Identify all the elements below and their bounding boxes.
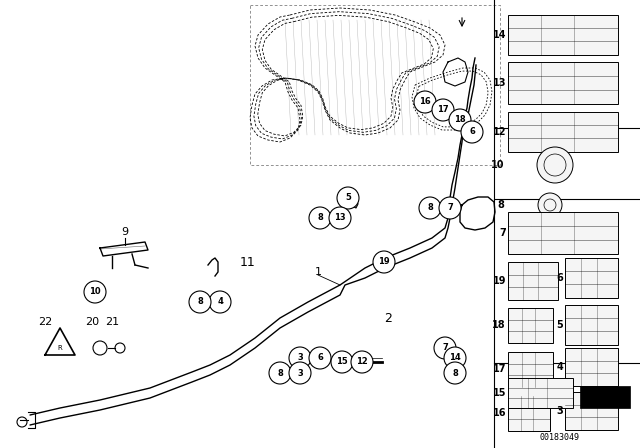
Circle shape	[331, 351, 353, 373]
Text: 18: 18	[454, 116, 466, 125]
Text: 00183049: 00183049	[540, 434, 580, 443]
Circle shape	[329, 207, 351, 229]
Text: 1: 1	[314, 267, 321, 277]
Text: 4: 4	[217, 297, 223, 306]
Bar	[565, 258, 618, 298]
Text: 10: 10	[89, 288, 101, 297]
Circle shape	[419, 197, 441, 219]
Text: 7: 7	[447, 203, 453, 212]
Text: 8: 8	[452, 369, 458, 378]
Text: 5: 5	[556, 320, 563, 330]
Circle shape	[309, 207, 331, 229]
Circle shape	[537, 147, 573, 183]
Bar	[508, 15, 618, 55]
Circle shape	[414, 91, 436, 113]
Text: 6: 6	[556, 273, 563, 283]
Text: 22: 22	[38, 317, 52, 327]
Circle shape	[439, 197, 461, 219]
Text: 10: 10	[490, 160, 504, 170]
Bar	[508, 62, 618, 104]
Text: 8: 8	[427, 203, 433, 212]
Bar	[508, 262, 558, 300]
Bar	[565, 392, 618, 430]
Text: R: R	[58, 345, 62, 351]
Text: 3: 3	[297, 369, 303, 378]
Circle shape	[351, 351, 373, 373]
Bar	[580, 386, 630, 408]
Text: 19: 19	[493, 276, 506, 286]
Circle shape	[309, 347, 331, 369]
Circle shape	[269, 362, 291, 384]
Text: 3: 3	[556, 406, 563, 416]
Text: 8: 8	[317, 214, 323, 223]
Circle shape	[449, 109, 471, 131]
Circle shape	[289, 362, 311, 384]
Text: 15: 15	[336, 358, 348, 366]
Text: 16: 16	[419, 98, 431, 107]
Text: 16: 16	[493, 409, 506, 418]
Text: 9: 9	[122, 227, 129, 237]
Text: 11: 11	[240, 255, 256, 268]
Text: 8: 8	[277, 369, 283, 378]
Text: 14: 14	[493, 30, 506, 40]
Text: 7: 7	[442, 344, 448, 353]
Bar	[508, 112, 618, 152]
Text: 8: 8	[197, 297, 203, 306]
Circle shape	[337, 187, 359, 209]
Circle shape	[432, 99, 454, 121]
Circle shape	[373, 251, 395, 273]
Bar	[508, 352, 553, 387]
Circle shape	[538, 193, 562, 217]
Circle shape	[444, 362, 466, 384]
Text: 17: 17	[437, 105, 449, 115]
Text: 4: 4	[556, 362, 563, 372]
Text: 19: 19	[378, 258, 390, 267]
Text: 21: 21	[105, 317, 119, 327]
Circle shape	[84, 281, 106, 303]
Bar	[565, 305, 618, 345]
Text: 18: 18	[492, 320, 506, 331]
Bar	[508, 212, 618, 254]
Text: 14: 14	[449, 353, 461, 362]
Circle shape	[289, 347, 311, 369]
Text: 17: 17	[493, 365, 506, 375]
Circle shape	[461, 121, 483, 143]
Text: 3: 3	[297, 353, 303, 362]
Text: 15: 15	[493, 388, 506, 398]
Text: 7: 7	[499, 228, 506, 238]
Text: 12: 12	[356, 358, 368, 366]
Circle shape	[189, 291, 211, 313]
Text: 5: 5	[345, 194, 351, 202]
Circle shape	[209, 291, 231, 313]
Text: 2: 2	[384, 311, 392, 324]
Circle shape	[444, 347, 466, 369]
Text: 13: 13	[334, 214, 346, 223]
Text: 6: 6	[469, 128, 475, 137]
Bar	[508, 308, 553, 343]
Text: 8: 8	[497, 200, 504, 210]
Text: 20: 20	[85, 317, 99, 327]
Text: 6: 6	[317, 353, 323, 362]
Text: 12: 12	[493, 127, 506, 137]
Bar	[565, 348, 618, 386]
Circle shape	[434, 337, 456, 359]
Bar	[508, 378, 573, 408]
Text: 13: 13	[493, 78, 506, 88]
Bar	[508, 396, 550, 431]
